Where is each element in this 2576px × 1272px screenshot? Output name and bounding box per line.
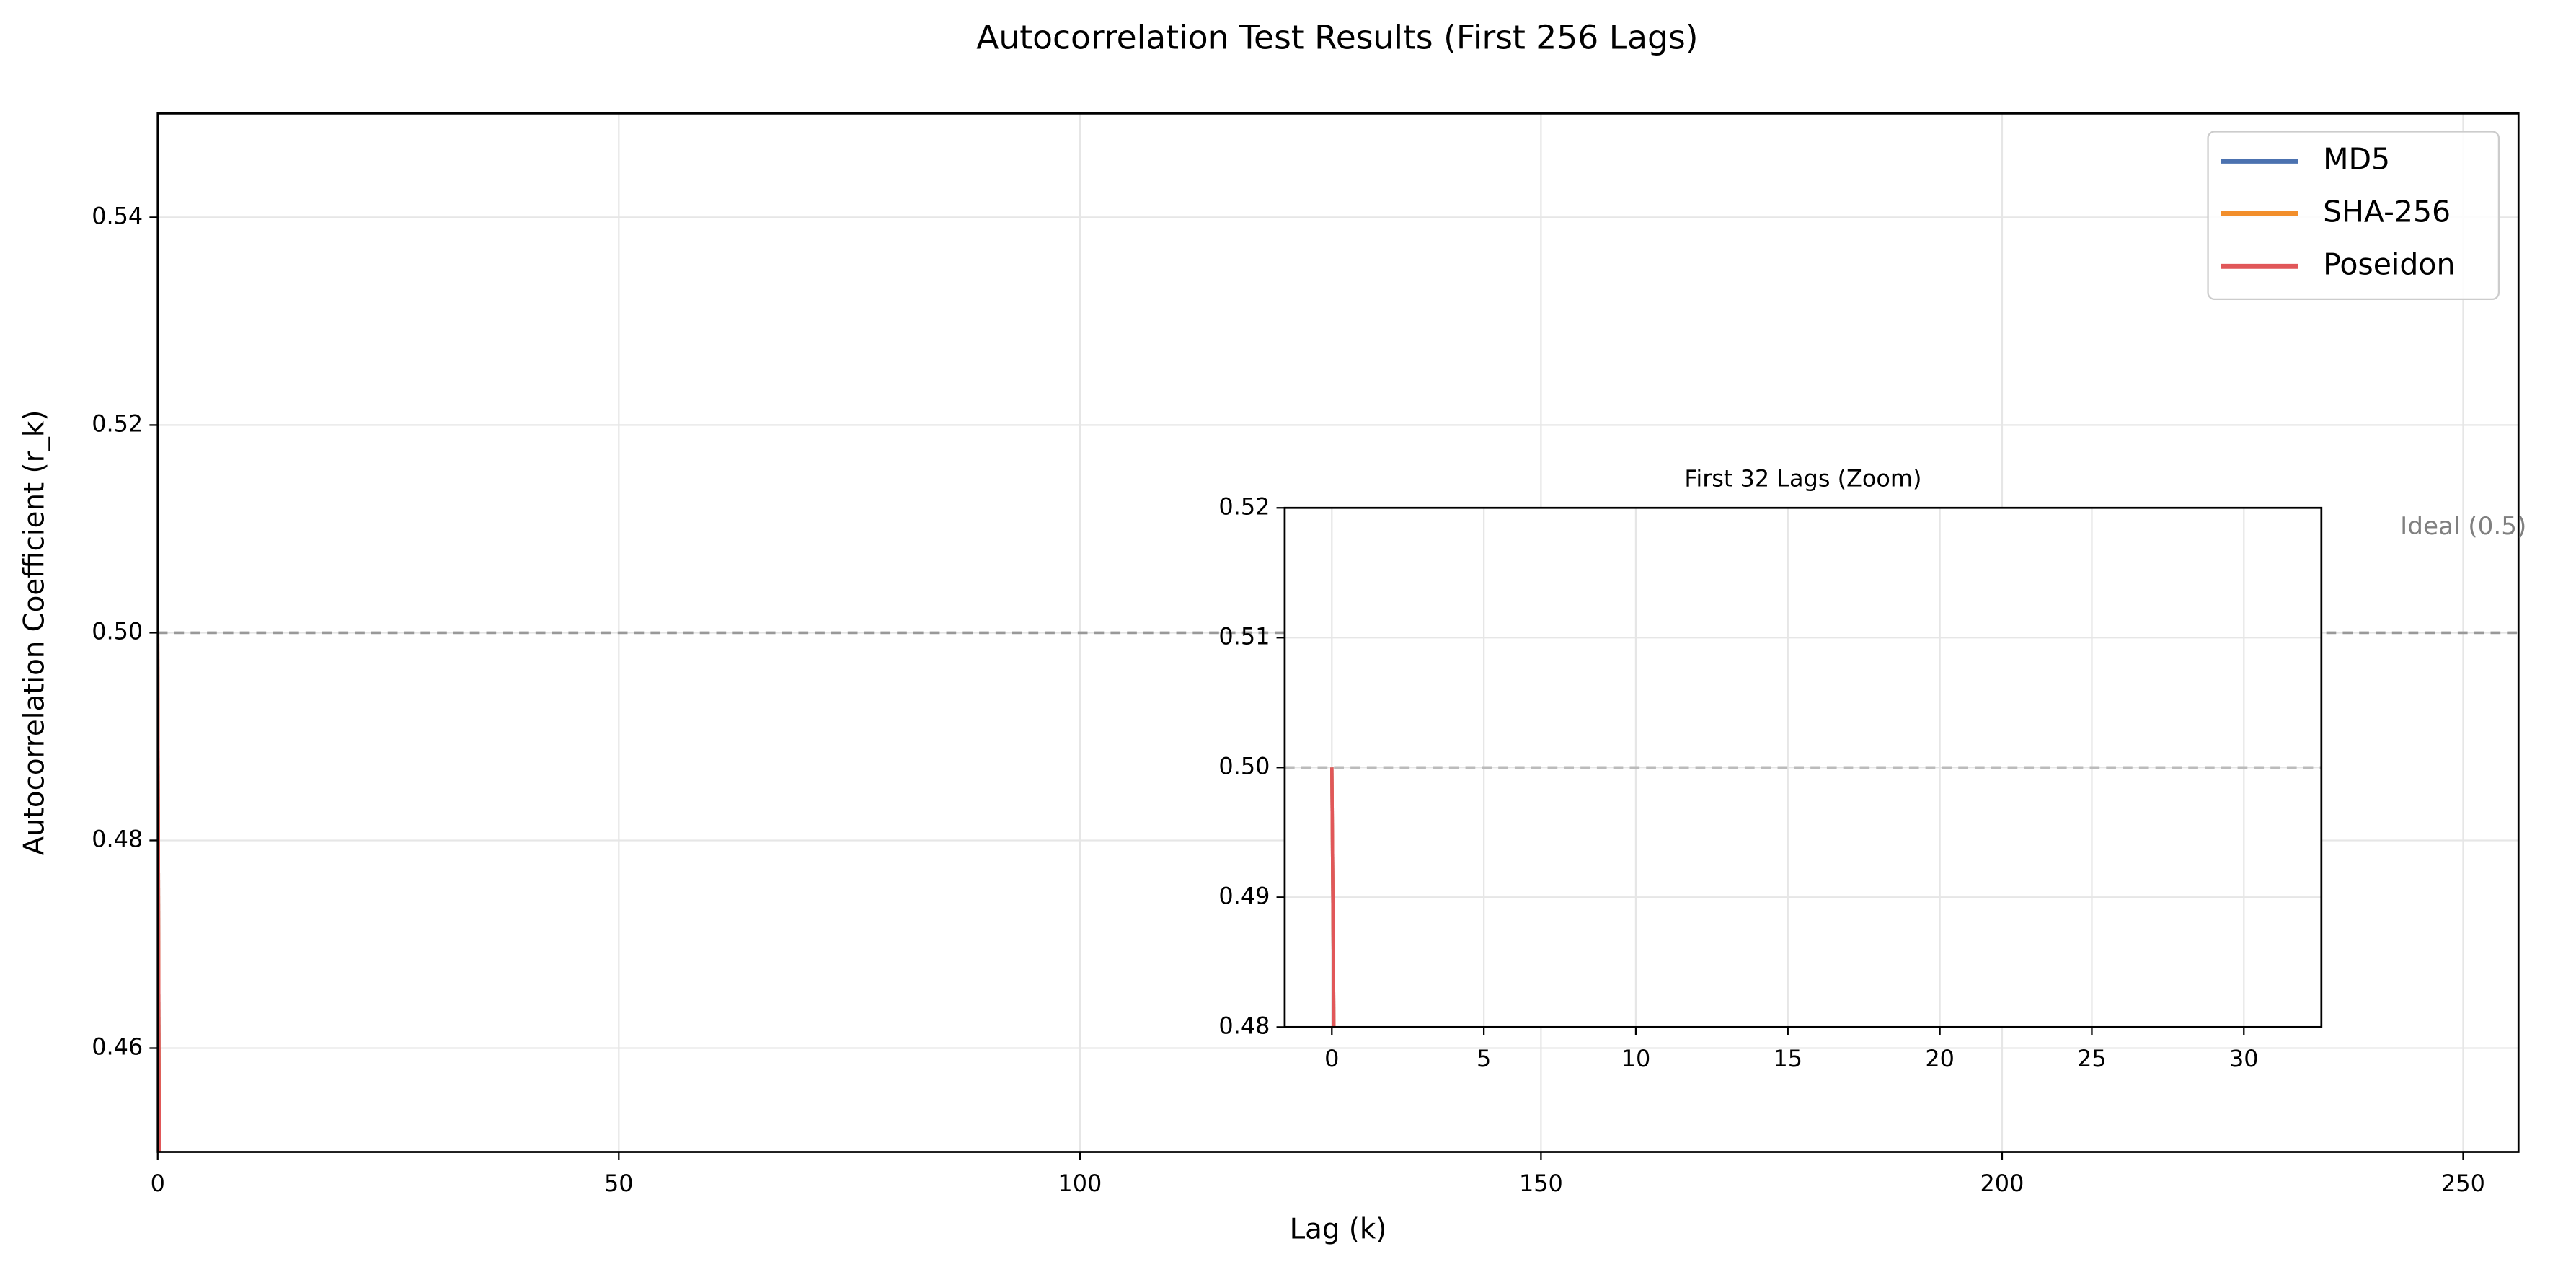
x-tick-label: 250 — [2441, 1170, 2485, 1197]
y-tick-label: 0.48 — [1218, 1012, 1270, 1039]
legend-label: SHA-256 — [2323, 194, 2451, 229]
legend-label: Poseidon — [2323, 247, 2455, 281]
annotation: Ideal (0.5) — [2400, 512, 2526, 541]
x-tick-label: 10 — [1621, 1045, 1651, 1072]
x-tick-label: 0 — [151, 1170, 165, 1197]
y-tick-label: 0.52 — [92, 410, 143, 437]
y-tick-label: 0.50 — [92, 617, 143, 645]
inset-title: First 32 Lags (Zoom) — [1684, 465, 1921, 493]
x-tick-label: 150 — [1519, 1170, 1563, 1197]
x-tick-label: 20 — [1925, 1045, 1955, 1072]
x-tick-label: 0 — [1324, 1045, 1339, 1072]
legend-box — [2207, 131, 2500, 301]
y-axis-label: Autocorrelation Coefficient (r_k) — [19, 410, 51, 856]
y-tick-label: 0.46 — [92, 1033, 143, 1060]
y-tick-label: 0.51 — [1218, 622, 1270, 650]
x-tick-label: 100 — [1058, 1170, 1102, 1197]
x-tick-label: 15 — [1773, 1045, 1802, 1072]
y-tick-label: 0.49 — [1218, 882, 1270, 909]
y-tick-label: 0.50 — [1218, 752, 1270, 779]
y-tick-label: 0.52 — [1218, 493, 1270, 520]
y-tick-label: 0.48 — [92, 825, 143, 852]
y-tick-label: 0.54 — [92, 202, 143, 229]
x-axis-label: Lag (k) — [1290, 1213, 1387, 1245]
x-tick-label: 200 — [1980, 1170, 2024, 1197]
x-tick-label: 50 — [604, 1170, 634, 1197]
legend-label: MD5 — [2323, 141, 2390, 176]
x-tick-label: 25 — [2077, 1045, 2107, 1072]
chart-title: Autocorrelation Test Results (First 256 … — [976, 18, 1698, 56]
x-tick-label: 30 — [2229, 1045, 2259, 1072]
x-tick-label: 5 — [1477, 1045, 1491, 1072]
